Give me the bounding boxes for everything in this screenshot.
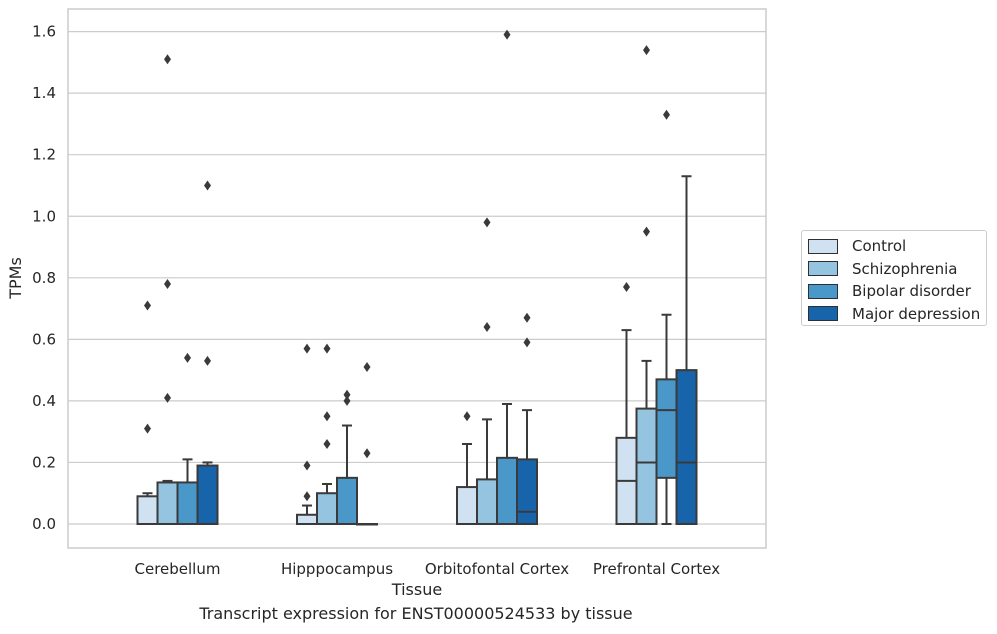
box-bipolar-disorder-hipppocampus — [336, 389, 358, 525]
outlier-point — [623, 282, 630, 293]
box-schizophrenia-orbitofontal-cortex — [476, 217, 498, 525]
box-body — [156, 481, 179, 525]
y-tick-label: 1.2 — [32, 146, 56, 164]
x-tick-label: Hipppocampus — [281, 560, 393, 578]
outlier-point — [303, 343, 311, 354]
outlier-point — [483, 322, 491, 333]
x-tick-label: Prefrontal Cortex — [593, 560, 720, 578]
y-axis-ticks: 0.0 0.2 0.4 0.6 0.8 1.0 1.2 1.4 1.6 — [32, 23, 56, 533]
x-tick-label: Cerebellum — [135, 560, 221, 578]
outlier-point — [503, 29, 511, 40]
outlier-point — [343, 389, 351, 400]
outlier-point — [164, 392, 171, 403]
outlier-point — [144, 423, 151, 434]
y-tick-label: 0.0 — [32, 515, 56, 533]
series-bipolar-disorder — [176, 29, 678, 525]
outlier-point — [204, 355, 211, 366]
outlier-point — [144, 300, 151, 311]
outlier-point — [184, 352, 191, 363]
box-body — [196, 464, 219, 525]
box-body — [296, 513, 318, 526]
box-body — [336, 476, 358, 525]
x-axis-label: Tissue — [391, 580, 442, 599]
box-body — [516, 458, 538, 525]
legend-swatch-control — [808, 238, 838, 254]
y-tick-label: 1.6 — [32, 23, 56, 41]
box-schizophrenia-hipppocampus — [316, 343, 338, 526]
x-axis-ticks: Cerebellum Hipppocampus Orbitofontal Corte… — [135, 560, 721, 578]
outlier-point — [323, 438, 331, 449]
outlier-point — [343, 395, 351, 406]
legend-label-bipolar-disorder: Bipolar disorder — [852, 282, 971, 301]
box-body — [176, 481, 199, 525]
legend-swatch-bipolar-disorder — [808, 283, 838, 299]
legend-label-schizophrenia: Schizophrenia — [852, 259, 958, 278]
outlier-point — [363, 448, 371, 459]
boxes — [136, 29, 698, 526]
box-schizophrenia-cerebellum — [156, 54, 179, 525]
box-major-depression-cerebellum — [196, 180, 219, 525]
x-tick-label: Orbitofontal Cortex — [425, 560, 569, 578]
outlier-point — [303, 460, 311, 471]
legend: Control Schizophrenia Bipolar disorder M… — [801, 230, 987, 326]
legend-item-major-depression: Major depression — [808, 303, 986, 326]
outlier-point — [463, 411, 471, 422]
y-axis-label: TPMs — [6, 257, 25, 300]
box-bipolar-disorder-cerebellum — [176, 352, 199, 525]
legend-label-control: Control — [852, 237, 907, 256]
outlier-point — [643, 45, 650, 56]
legend-item-control: Control — [808, 235, 986, 258]
box-control-prefrontal-cortex — [615, 282, 638, 525]
legend-swatch-schizophrenia — [808, 261, 838, 277]
grid-lines — [68, 31, 766, 525]
box-body — [655, 378, 678, 479]
series-major-depression — [196, 175, 698, 526]
outlier-point — [164, 54, 171, 65]
legend-item-bipolar-disorder: Bipolar disorder — [808, 280, 986, 303]
box-body — [635, 407, 658, 525]
box-schizophrenia-prefrontal-cortex — [635, 45, 658, 525]
y-tick-label: 1.4 — [32, 84, 56, 102]
outlier-point — [483, 217, 491, 228]
outlier-point — [523, 337, 531, 348]
outlier-point — [363, 362, 371, 373]
box-major-depression-orbitofontal-cortex — [516, 312, 538, 525]
y-tick-label: 0.8 — [32, 269, 56, 287]
box-body — [136, 495, 159, 525]
box-major-depression-hipppocampus — [356, 362, 378, 526]
box-body — [675, 369, 698, 525]
chart-caption: Transcript expression for ENST0000052453… — [199, 604, 633, 623]
outlier-point — [164, 278, 171, 289]
box-bipolar-disorder-orbitofontal-cortex — [496, 29, 518, 525]
box-body — [456, 486, 478, 526]
legend-label-major-depression: Major depression — [852, 304, 981, 323]
outlier-point — [643, 226, 650, 237]
series-schizophrenia — [156, 45, 658, 526]
outlier-point — [303, 491, 311, 502]
box-control-cerebellum — [136, 300, 159, 525]
outlier-point — [323, 343, 331, 354]
y-tick-label: 0.4 — [32, 392, 56, 410]
outlier-point — [204, 180, 211, 191]
box-body — [316, 492, 338, 526]
legend-item-schizophrenia: Schizophrenia — [808, 258, 986, 281]
outlier-point — [523, 312, 531, 323]
outlier-point — [323, 411, 331, 422]
box-bipolar-disorder-prefrontal-cortex — [655, 109, 678, 525]
box-control-hipppocampus — [296, 343, 318, 526]
y-tick-label: 1.0 — [32, 207, 56, 225]
box-body — [476, 478, 498, 525]
legend-swatch-major-depression — [808, 306, 838, 322]
box-major-depression-prefrontal-cortex — [675, 175, 698, 525]
outlier-point — [663, 109, 670, 120]
box-control-orbitofontal-cortex — [456, 411, 478, 526]
series-control — [136, 282, 638, 526]
box-body — [496, 456, 518, 525]
y-tick-label: 0.2 — [32, 453, 56, 471]
plot-frame — [67, 8, 767, 549]
y-tick-label: 0.6 — [32, 330, 56, 348]
